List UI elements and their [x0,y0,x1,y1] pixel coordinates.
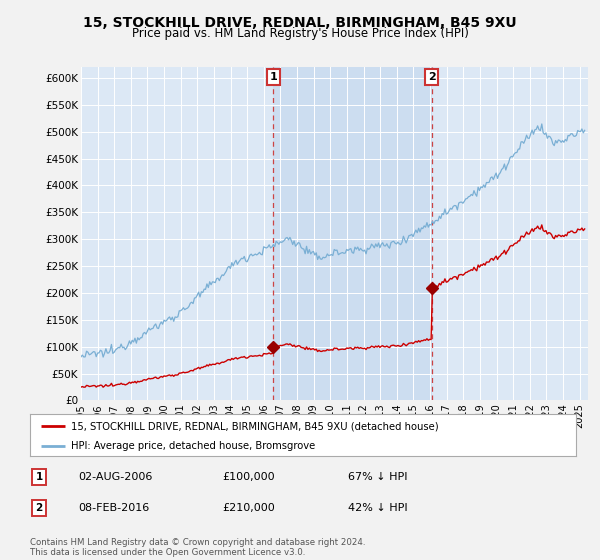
Text: 42% ↓ HPI: 42% ↓ HPI [348,503,407,513]
Text: Price paid vs. HM Land Registry's House Price Index (HPI): Price paid vs. HM Land Registry's House … [131,27,469,40]
Text: HPI: Average price, detached house, Bromsgrove: HPI: Average price, detached house, Brom… [71,441,315,451]
Text: 02-AUG-2006: 02-AUG-2006 [78,472,152,482]
Text: 67% ↓ HPI: 67% ↓ HPI [348,472,407,482]
Text: 2: 2 [35,503,43,513]
Text: 08-FEB-2016: 08-FEB-2016 [78,503,149,513]
Text: 15, STOCKHILL DRIVE, REDNAL, BIRMINGHAM, B45 9XU: 15, STOCKHILL DRIVE, REDNAL, BIRMINGHAM,… [83,16,517,30]
Text: 1: 1 [269,72,277,82]
Bar [274,67,432,400]
Text: 1: 1 [35,472,43,482]
Text: 2: 2 [428,72,436,82]
Text: £100,000: £100,000 [222,472,275,482]
Text: £210,000: £210,000 [222,503,275,513]
Text: Contains HM Land Registry data © Crown copyright and database right 2024.
This d: Contains HM Land Registry data © Crown c… [30,538,365,557]
Text: 15, STOCKHILL DRIVE, REDNAL, BIRMINGHAM, B45 9XU (detached house): 15, STOCKHILL DRIVE, REDNAL, BIRMINGHAM,… [71,421,439,431]
